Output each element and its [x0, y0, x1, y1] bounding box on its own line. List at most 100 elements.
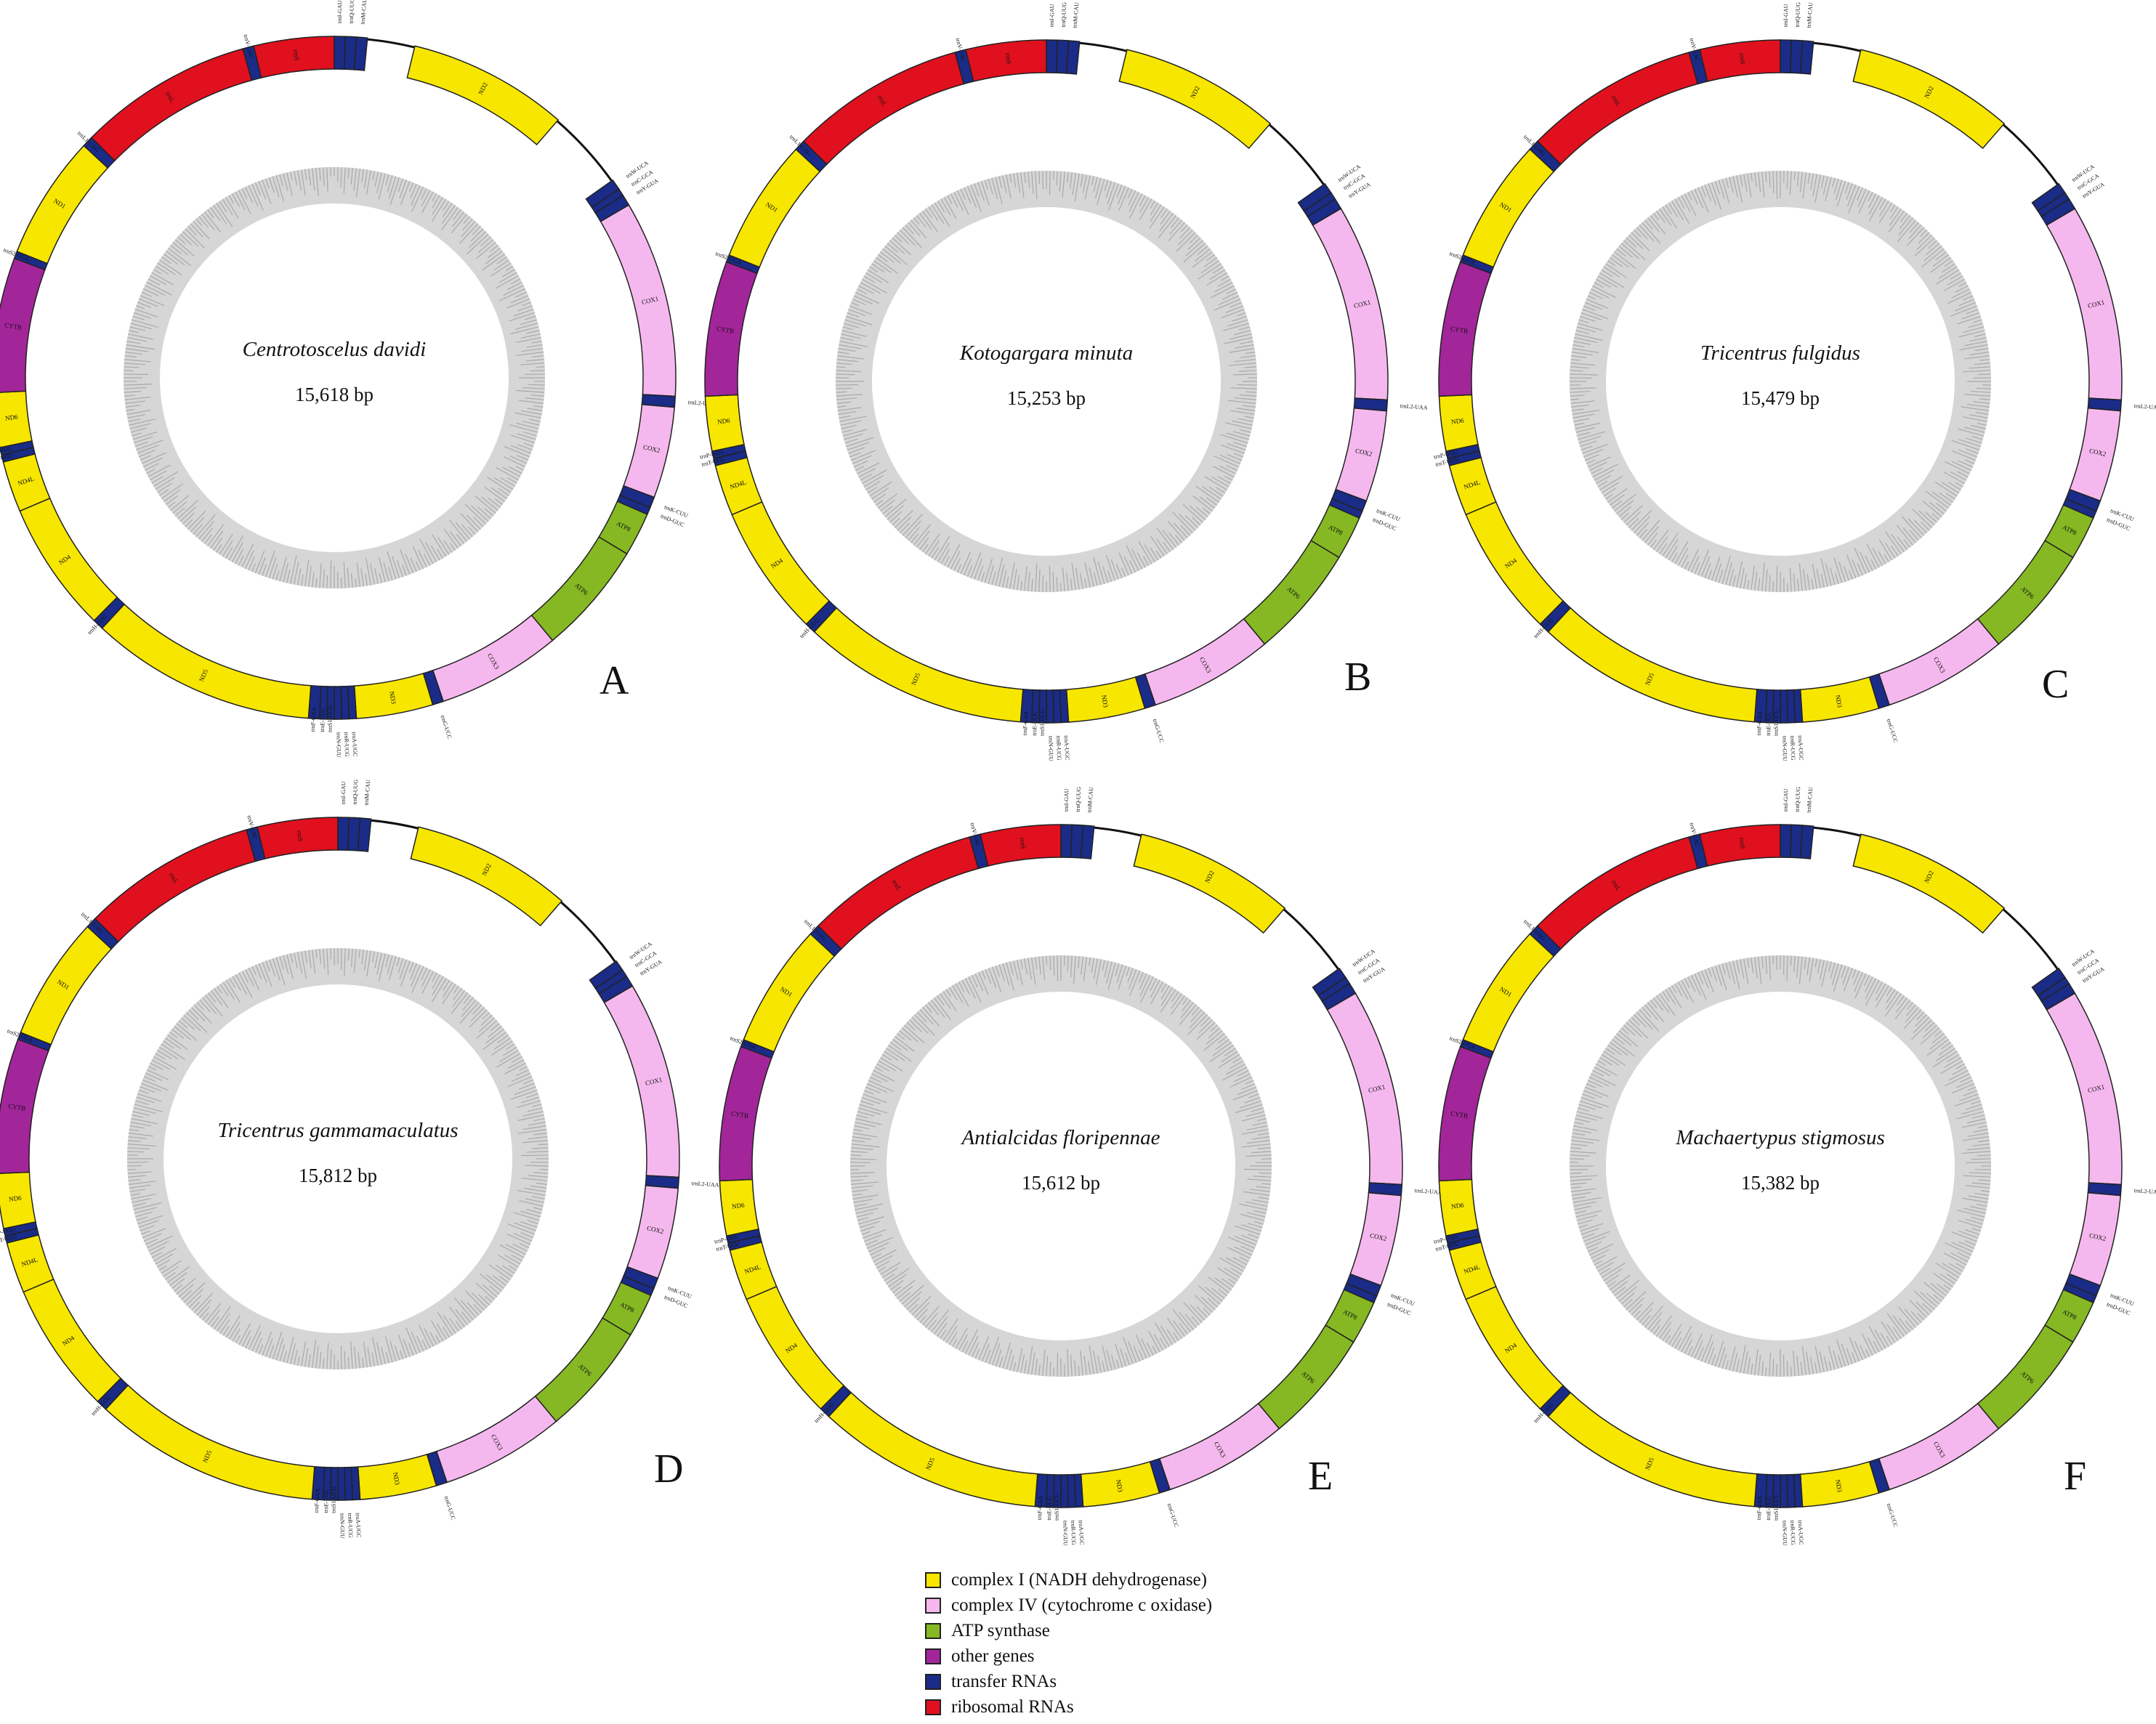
gc-tick [1075, 567, 1080, 590]
gc-tick [863, 1093, 887, 1104]
gc-tick [1852, 559, 1860, 578]
gc-tick [922, 1306, 940, 1326]
gc-tick [453, 209, 462, 221]
gc-tick [1962, 1122, 1987, 1128]
gc-tick [166, 250, 185, 266]
gc-tick [1573, 1201, 1596, 1207]
gene-label: ND3 [392, 1472, 401, 1486]
gc-tick [1736, 960, 1740, 974]
gc-tick [1116, 964, 1123, 983]
gc-tick [984, 179, 988, 190]
gc-tick [1249, 1189, 1270, 1192]
gc-tick [964, 187, 972, 204]
gc-tick [523, 442, 534, 447]
gc-tick [141, 291, 153, 297]
gc-tick [1599, 476, 1623, 490]
gc-tick [225, 979, 241, 1003]
gc-tick [1843, 968, 1853, 992]
gc-tick [1935, 502, 1947, 512]
gc-tick [499, 1050, 519, 1062]
gc-tick [908, 222, 921, 237]
gc-tick [1868, 193, 1877, 209]
gc-tick [214, 1306, 231, 1330]
gc-tick [1578, 323, 1603, 331]
gc-tick [1914, 519, 1927, 534]
gc-tick [1020, 172, 1025, 198]
gc-tick [1069, 172, 1073, 190]
gc-tick [1256, 1147, 1271, 1149]
gc-tick [1219, 465, 1236, 474]
gc-tick [172, 242, 188, 256]
gc-tick [1206, 1030, 1223, 1045]
gc-tick [1935, 251, 1947, 261]
gc-tick [1195, 485, 1219, 503]
gc-tick [1570, 1158, 1585, 1160]
gc-tick [1156, 538, 1168, 554]
gc-tick [980, 181, 990, 206]
gc-tick [315, 949, 318, 958]
gene-rrnl [802, 52, 965, 166]
gc-tick [1227, 453, 1243, 461]
gc-tick [1578, 319, 1589, 323]
gc-tick [190, 517, 205, 533]
gc-tick [943, 197, 957, 219]
gc-tick [1665, 989, 1676, 1005]
gc-tick [1929, 257, 1951, 273]
gc-tick [1628, 235, 1644, 249]
gc-tick [1177, 229, 1193, 246]
gc-tick [1150, 535, 1165, 557]
gc-tick [519, 1200, 544, 1207]
gc-tick [892, 237, 911, 256]
gc-tick [522, 1079, 534, 1085]
gc-tick [1572, 344, 1585, 348]
gc-tick [880, 499, 895, 512]
gc-tick [1206, 497, 1217, 506]
gc-tick [421, 971, 435, 995]
gc-tick [163, 1040, 174, 1049]
gc-tick [1652, 1325, 1660, 1335]
gc-tick [1258, 1197, 1269, 1199]
gc-tick [1575, 427, 1595, 433]
gc-tick [1251, 1122, 1267, 1126]
gc-tick [1806, 957, 1810, 976]
gc-tick [1912, 509, 1933, 528]
gc-tick [1878, 202, 1893, 224]
gc-tick [884, 246, 908, 265]
gc-tick [388, 956, 397, 981]
gc-tick [1907, 227, 1925, 246]
gc-tick [1601, 1263, 1626, 1279]
gc-tick [1842, 966, 1849, 985]
gc-tick [1192, 251, 1213, 268]
gc-tick [1620, 1027, 1629, 1035]
gc-tick [148, 1066, 157, 1071]
gc-tick [851, 1181, 879, 1185]
gc-tick [397, 1334, 407, 1359]
gc-tick [520, 410, 542, 415]
gc-tick [304, 1348, 309, 1367]
gc-tick [1684, 193, 1697, 216]
gc-tick [1631, 1016, 1640, 1026]
gc-tick [497, 1254, 519, 1268]
gc-tick [1870, 559, 1877, 570]
gc-tick [1089, 567, 1094, 587]
gc-tick [467, 1302, 480, 1316]
gc-tick [1226, 432, 1249, 440]
gc-tick [1732, 176, 1739, 198]
gc-tick [1571, 1188, 1596, 1192]
gc-tick [150, 1062, 163, 1070]
gc-tick [137, 1093, 162, 1102]
gene-label: rrnS [1738, 837, 1747, 849]
gc-tick [863, 275, 876, 283]
legend-label: complex I (NADH dehydrogenase) [951, 1570, 1207, 1590]
gc-tick [1091, 958, 1094, 973]
gc-tick [1832, 177, 1836, 187]
gc-tick [1174, 523, 1188, 538]
gene-label: trnL2-UAA [688, 399, 716, 408]
gc-tick [525, 397, 544, 400]
gc-tick [1758, 171, 1761, 193]
gc-tick [1575, 1210, 1587, 1214]
gc-tick [520, 1210, 541, 1218]
gc-tick [952, 985, 964, 1003]
gc-tick [1580, 1228, 1599, 1235]
gc-tick [193, 1292, 213, 1314]
